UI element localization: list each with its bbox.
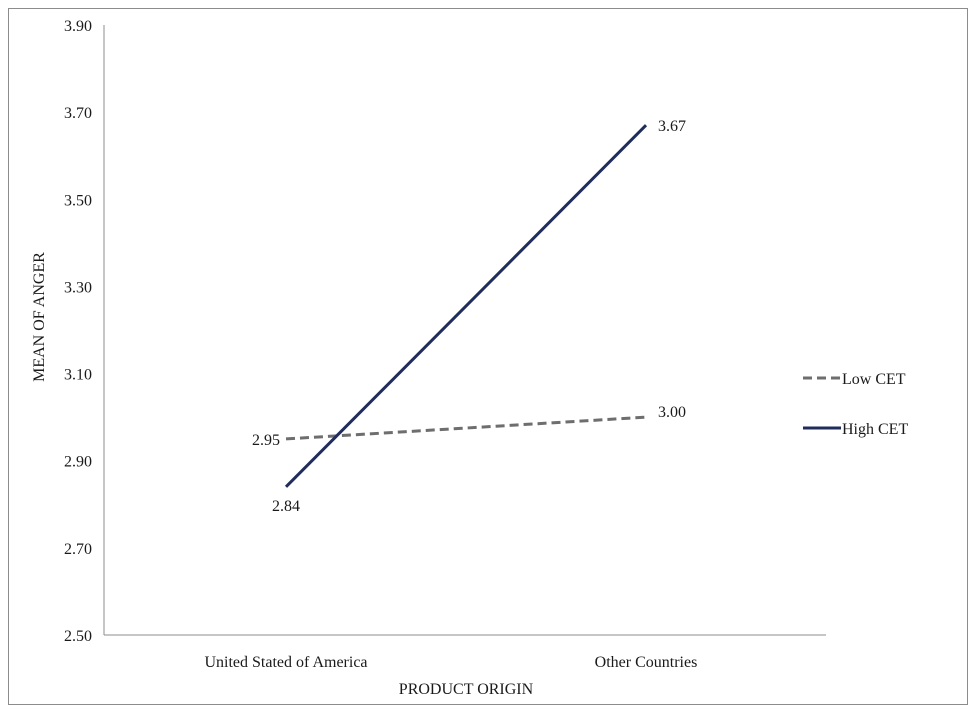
data-labels: 2.95 3.00 2.84 3.67: [252, 118, 686, 515]
y-tick-label: 3.50: [64, 192, 92, 209]
legend-label: Low CET: [842, 371, 906, 388]
data-label: 3.67: [658, 118, 686, 135]
y-tick-label: 2.50: [64, 628, 92, 645]
y-tick-labels: 2.50 2.70 2.90 3.10 3.30 3.50 3.70 3.90: [64, 18, 92, 645]
legend: Low CET High CET: [803, 371, 908, 438]
data-label: 2.95: [252, 432, 280, 449]
axes: [103, 25, 826, 636]
chart-frame: [8, 8, 968, 705]
y-tick-label: 3.30: [64, 279, 92, 296]
series-line-high-cet: [284, 124, 648, 488]
x-tick-label: Other Countries: [595, 654, 698, 671]
x-tick-label: United Stated of America: [204, 654, 367, 671]
x-axis-title: PRODUCT ORIGIN: [399, 681, 534, 698]
series: [284, 124, 648, 488]
series-line-low-cet: [285, 415, 647, 441]
y-tick-label: 3.10: [64, 367, 92, 384]
legend-label: High CET: [842, 421, 908, 438]
y-tick-label: 3.70: [64, 105, 92, 122]
y-tick-label: 2.90: [64, 454, 92, 471]
data-label: 3.00: [658, 404, 686, 421]
y-axis-title: MEAN OF ANGER: [31, 252, 48, 382]
x-tick-labels: United Stated of America Other Countries: [204, 654, 697, 671]
y-tick-label: 2.70: [64, 541, 92, 558]
data-label: 2.84: [272, 498, 300, 515]
y-tick-label: 3.90: [64, 18, 92, 35]
